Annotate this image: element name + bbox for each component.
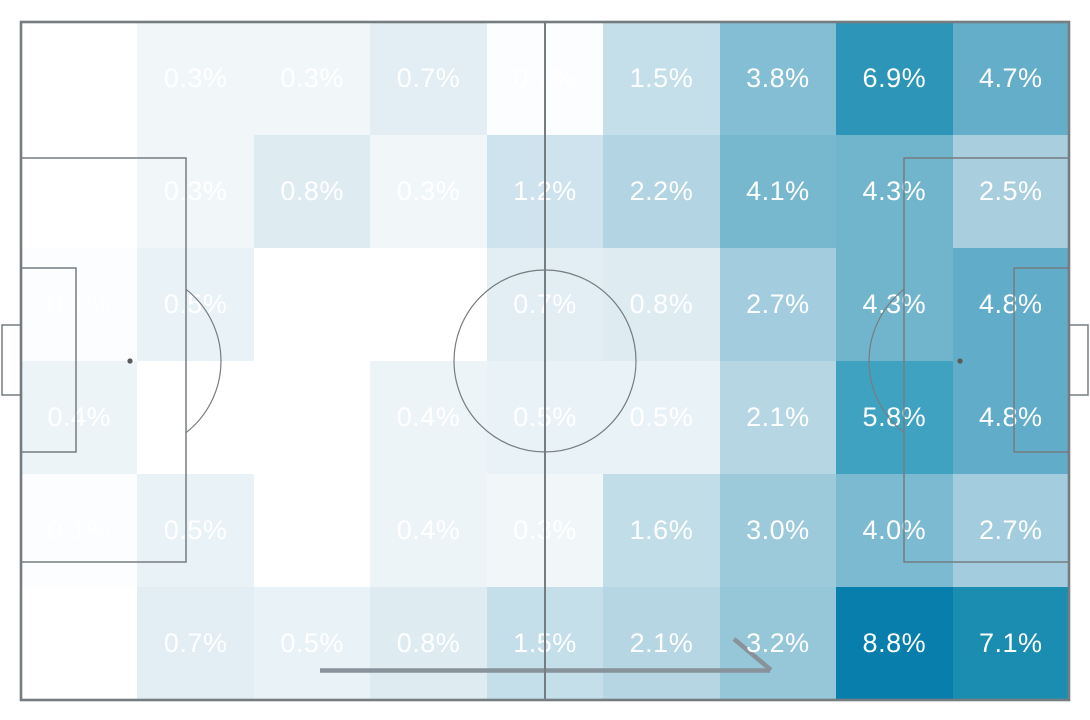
heatmap-cell-value: 0.7%	[396, 63, 461, 93]
heatmap-cell-value: 2.2%	[629, 176, 694, 206]
heatmap-cell-value: 4.3%	[862, 289, 927, 319]
heatmap-cell-value: 3.0%	[746, 515, 810, 545]
heatmap-cell-value: 2.1%	[629, 628, 694, 658]
heatmap-cell-value: 0.8%	[396, 628, 461, 658]
heatmap-cell-value: 2.7%	[978, 515, 1043, 545]
heatmap-cell-value: 3.8%	[746, 63, 810, 93]
heatmap-cell-value: 1.2%	[513, 176, 577, 206]
heatmap-cell-value: 0.1%	[47, 515, 111, 545]
heatmap-cell-value: 2.1%	[746, 402, 810, 432]
heatmap-cell-value: 0.5%	[163, 289, 228, 319]
heatmap-cell-value: 4.0%	[862, 515, 927, 545]
heatmap-cell-value: 4.7%	[978, 63, 1043, 93]
heatmap-cell-value: 8.8%	[862, 628, 927, 658]
heatmap-cell-value: 0.3%	[163, 176, 228, 206]
heatmap-cell-value: 0.7%	[163, 628, 228, 658]
heatmap-cell-value: 1.5%	[629, 63, 694, 93]
heatmap-cell-value: 4.8%	[978, 289, 1043, 319]
heatmap-cell-value: 0.8%	[280, 176, 344, 206]
heatmap-cell-value: 4.8%	[978, 402, 1043, 432]
heatmap-cell-value: 3.2%	[746, 628, 810, 658]
heatmap-cell-value: 0.1%	[513, 63, 577, 93]
heatmap-cell-value: 4.1%	[746, 176, 810, 206]
heatmap-cell-value: 0.5%	[163, 515, 228, 545]
heatmap-cell-value: 1.5%	[513, 628, 577, 658]
heatmap-cell-value: 0.5%	[629, 402, 694, 432]
heatmap-cell-value: 0.3%	[513, 515, 577, 545]
heatmap-cell-value: 2.7%	[746, 289, 810, 319]
heatmap-cell-value: 2.5%	[978, 176, 1043, 206]
heatmap-cell-value: 5.8%	[862, 402, 927, 432]
heatmap-cell-value: 0.5%	[280, 628, 344, 658]
heatmap-cell-value: 0.3%	[280, 63, 344, 93]
heatmap-cell-value: 0.7%	[513, 289, 577, 319]
heatmap-cell-value: 7.1%	[978, 628, 1043, 658]
heatmap-cell-value: 0.1%	[47, 289, 111, 319]
heatmap-cell-value: 4.3%	[862, 176, 927, 206]
heatmap-cell-value: 0.8%	[629, 289, 694, 319]
heatmap-cell-value: 0.3%	[396, 176, 461, 206]
heatmap-cell-value: 0.4%	[47, 402, 111, 432]
heatmap-cell-value: 6.9%	[862, 63, 927, 93]
heatmap-cell-value: 0.4%	[396, 515, 461, 545]
heatmap-cell-value: 0.4%	[396, 402, 461, 432]
heatmap-cell-value: 0.3%	[163, 63, 228, 93]
heatmap-cell-value: 1.6%	[629, 515, 694, 545]
heatmap-cell-value: 0.5%	[513, 402, 577, 432]
